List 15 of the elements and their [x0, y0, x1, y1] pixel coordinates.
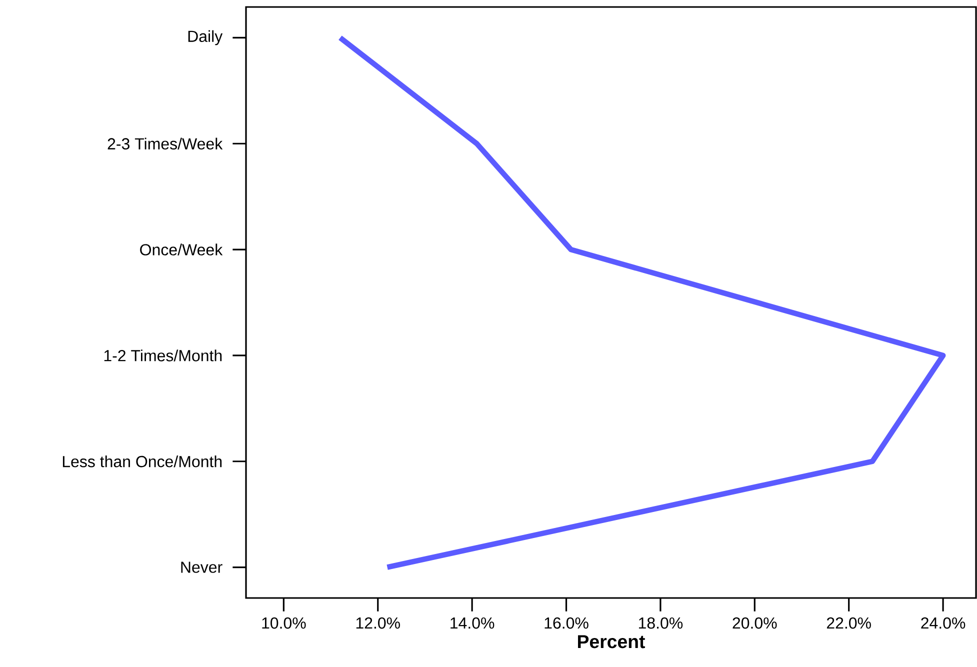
y-tick-label: Daily	[188, 30, 223, 46]
x-tick-label: 14.0%	[450, 617, 494, 629]
y-tick-label: Once/Week	[140, 244, 223, 256]
y-tick-label: 2-3 Times/Week	[108, 138, 223, 150]
y-tick-label: Never	[181, 562, 222, 573]
x-tick-label: 20.0%	[732, 617, 777, 629]
x-tick-label: 24.0%	[921, 617, 966, 629]
x-tick-label: 22.0%	[826, 617, 871, 629]
x-tick-label: 18.0%	[638, 617, 683, 629]
x-tick-label: 16.0%	[544, 617, 588, 629]
x-axis-title: Percent	[578, 635, 645, 648]
y-tick-label: 1-2 Times/Month	[104, 350, 222, 362]
y-tick-label: Less than Once/Month	[62, 456, 222, 468]
x-tick-label: 12.0%	[356, 617, 400, 629]
x-tick-label: 10.0%	[262, 617, 306, 629]
